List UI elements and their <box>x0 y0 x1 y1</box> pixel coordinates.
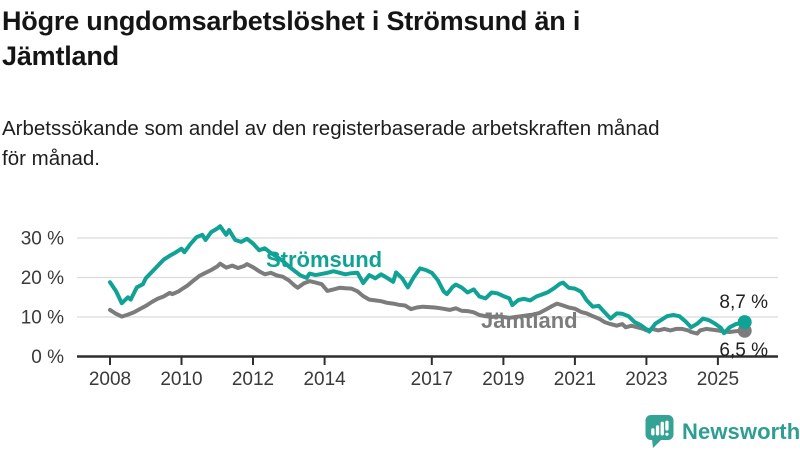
x-tick-label: 2019 <box>482 369 524 390</box>
newsworthy-logo[interactable]: Newsworthy <box>645 414 800 449</box>
x-tick-label: 2023 <box>625 369 667 390</box>
y-tick-label: 30 % <box>21 229 64 250</box>
x-tick-label: 2008 <box>89 369 131 390</box>
end-value-label-stromsund: 8,7 % <box>719 292 768 313</box>
y-tick-label: 10 % <box>21 308 64 329</box>
newsworthy-logo-icon <box>645 415 674 448</box>
x-tick-label: 2012 <box>232 369 274 390</box>
x-tick-label: 2014 <box>303 369 346 390</box>
page-subtitle: Arbetssökande som andel av den registerb… <box>2 117 660 170</box>
y-tick-label: 20 % <box>21 268 64 289</box>
series-label-jamtland: Jämtland <box>481 308 578 333</box>
series-end-dot-stromsund <box>737 315 752 330</box>
page-title: Högre ungdomsarbetslöshet i Strömsund än… <box>2 6 581 71</box>
series-line-jamtland <box>108 261 747 336</box>
x-tick-label: 2021 <box>554 369 596 390</box>
y-tick-label: 0 % <box>31 347 64 368</box>
x-tick-label: 2017 <box>411 369 453 390</box>
newsworthy-logo-text: Newsworthy <box>682 418 800 444</box>
series-line-stromsund <box>108 224 747 336</box>
x-tick-label: 2025 <box>697 369 739 390</box>
x-tick-label: 2010 <box>160 369 202 390</box>
end-value-label-jamtland: 6,5 % <box>719 340 768 361</box>
series-label-stromsund: Strömsund <box>266 247 382 272</box>
